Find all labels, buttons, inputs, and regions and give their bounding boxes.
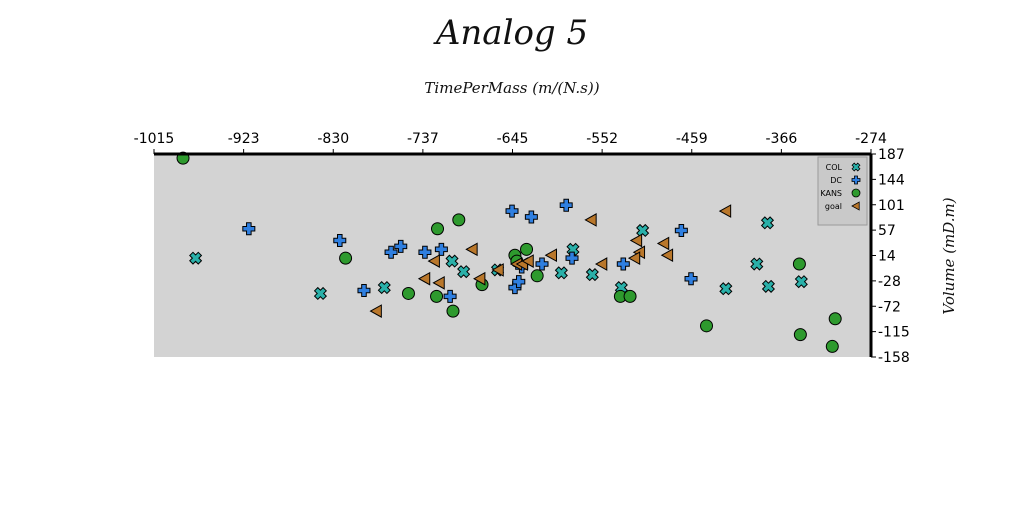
legend-marker-kans [851,188,861,198]
data-point-kans [530,269,544,283]
data-point-dc [616,257,630,271]
x-tick-label: -737 [407,131,439,147]
data-point-kans [793,328,807,342]
data-point-kans [828,312,842,326]
data-point-col [313,286,327,301]
data-point-col [585,268,599,282]
y-tick-label: -115 [878,325,910,341]
data-point-goal [660,248,674,263]
data-point-goal [427,254,440,268]
x-tick-label: -459 [676,131,708,147]
legend-label: KANS [820,189,842,198]
data-point-kans [401,286,415,300]
legend-label: DC [830,176,842,185]
data-point-goal [656,236,670,251]
data-point-goal [491,263,504,277]
x-axis-ticks: -1015 -923 -830 -737 -645 -552 -459 -366 -274 [134,131,887,154]
data-point-kans [700,319,714,333]
x-axis-label: TimePerMass (m/(N.s)) [424,79,599,97]
data-point-col [794,275,808,289]
x-tick-label: -923 [228,131,260,147]
data-point-dc [443,289,457,303]
data-point-goal [544,248,557,263]
legend-marker-col [851,162,861,172]
data-point-kans [430,289,444,303]
data-point-col [189,251,203,265]
data-point-dc [565,251,579,265]
data-point-dc [434,242,448,256]
data-point-dc [512,275,526,289]
data-points [176,151,842,353]
data-point-goal [369,304,382,318]
data-point-goal [629,233,643,248]
data-point-col [554,266,568,280]
data-point-dc [535,257,549,271]
x-tick-label: -366 [765,131,797,147]
data-point-dc [559,198,573,212]
data-point-col [457,265,471,279]
y-tick-label: 57 [878,223,896,239]
data-point-dc [524,210,538,224]
y-tick-label: -28 [878,274,901,290]
y-tick-label: 187 [878,147,905,163]
data-point-goal [718,204,732,218]
data-point-kans [792,257,806,271]
y-axis-ticks: 187 144 101 57 14 -28 -72 -115 -158 [871,147,910,366]
data-point-kans [520,242,534,256]
data-point-kans [446,304,460,318]
legend-label: goal [825,202,842,211]
x-tick-label: -1015 [134,131,175,147]
data-point-dc [674,223,688,237]
data-point-col [445,254,459,268]
data-point-goal [627,251,641,265]
data-point-col [719,282,733,296]
data-point-dc [684,272,698,286]
y-tick-label: -158 [878,350,910,366]
y-axis-label: Volume (mD.m) [940,197,958,314]
data-point-kans [431,222,445,236]
legend-marker-goal [851,201,860,211]
legend: COL DC KANS goal [817,156,868,226]
chart-title: Analog 5 [433,13,588,53]
y-tick-label: 144 [878,172,905,188]
y-tick-label: 101 [878,198,905,214]
legend-marker-dc [851,175,861,185]
data-point-col [761,279,775,293]
x-tick-label: -552 [586,131,618,147]
data-point-goal [465,242,478,257]
data-point-col [377,281,391,295]
y-tick-label: 14 [878,249,896,265]
data-point-kans [623,289,637,303]
data-point-dc [505,204,519,218]
data-point-goal [417,271,431,286]
data-point-col [750,257,764,271]
data-point-kans [452,213,466,227]
data-point-dc [394,239,408,253]
data-point-dc [384,245,398,259]
data-point-col [760,216,775,230]
data-point-dc [242,222,256,236]
legend-label: COL [826,163,843,172]
data-point-dc [418,245,432,259]
x-tick-label: -645 [497,131,529,147]
data-point-dc [357,284,371,298]
data-point-goal [584,213,597,227]
y-tick-label: -72 [878,299,901,315]
data-point-goal [521,254,534,268]
data-point-kans [825,339,839,353]
x-tick-label: -274 [855,131,887,147]
data-point-kans [339,251,353,265]
data-point-dc [333,233,347,247]
data-point-goal [594,257,608,271]
x-tick-label: -830 [317,131,349,147]
data-point-goal [432,276,445,290]
data-point-goal [473,271,486,286]
